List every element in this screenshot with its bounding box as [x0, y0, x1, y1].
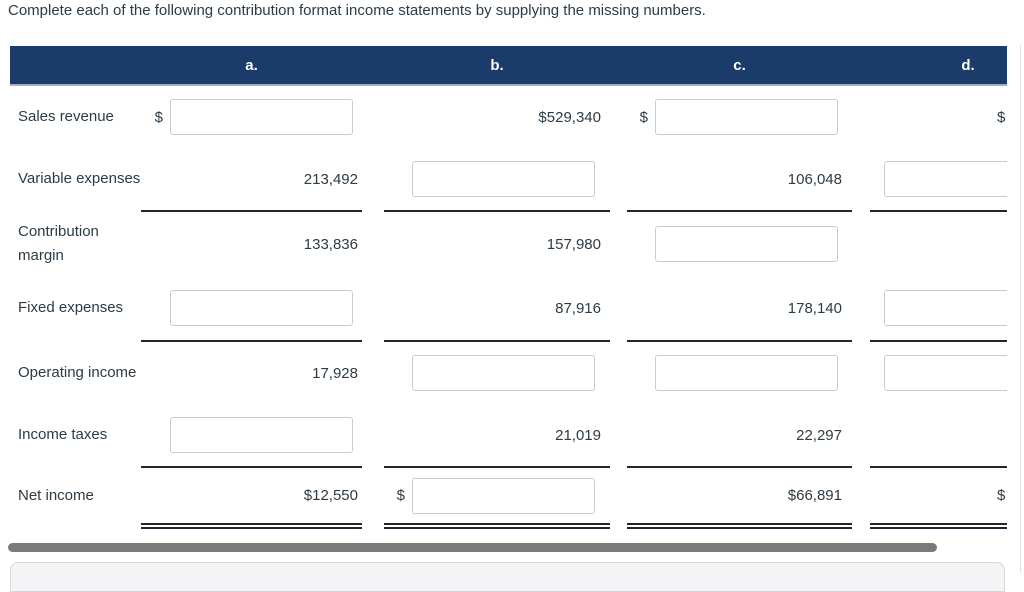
row-label-fixed-expenses: Fixed expenses: [18, 299, 124, 316]
subtotal-rule: [10, 210, 1007, 212]
cell-sales-revenue-a: $: [141, 86, 362, 148]
input-contribution-margin-c[interactable]: [655, 226, 838, 262]
cell-income-taxes-a: [141, 404, 362, 466]
column-header-c: c.: [733, 56, 746, 74]
input-operating-income-d[interactable]: [884, 355, 1007, 391]
dollar-sign: $: [639, 108, 648, 126]
row-label-variable-expenses: Variable expenses: [18, 170, 141, 187]
subtotal-rule: [10, 340, 1007, 342]
dollar-sign: $: [396, 487, 405, 504]
table-row: Variable expenses 213,492 106,048: [10, 148, 1007, 210]
input-variable-expenses-d[interactable]: [884, 161, 1007, 197]
table-row: Net income $12,550 $ $66,891 $: [10, 468, 1007, 523]
cell-fixed-expenses-a: [141, 276, 362, 340]
cell-variable-expenses-d: [870, 148, 1007, 210]
cell-operating-income-b: [384, 342, 610, 404]
cell-income-taxes-d: [870, 404, 1007, 466]
input-sales-revenue-c[interactable]: [655, 99, 838, 135]
income-statement-table: a. b. c. d. Sales revenue $ $529,340 $ $: [10, 46, 1007, 529]
value-variable-expenses-c: 106,048: [787, 170, 842, 188]
table-row: Operating income 17,928: [10, 342, 1007, 404]
table-row: Contribution margin 133,836 157,980: [10, 212, 1007, 276]
instruction-text: Complete each of the following contribut…: [8, 2, 706, 19]
row-label-contribution-margin: Contribution margin: [18, 223, 99, 264]
dollar-sign: $: [154, 108, 163, 126]
value-income-taxes-c: 22,297: [796, 426, 842, 444]
vertical-divider: [1020, 45, 1021, 573]
row-label-sales-revenue: Sales revenue: [18, 108, 114, 125]
row-label-income-taxes: Income taxes: [18, 426, 108, 443]
cell-contribution-margin-c: [627, 212, 852, 276]
cell-contribution-margin-d: [870, 212, 1007, 276]
value-fixed-expenses-c: 178,140: [787, 299, 842, 317]
value-contribution-margin-b: 157,980: [546, 235, 601, 253]
row-label-operating-income: Operating income: [18, 364, 137, 381]
cell-sales-revenue-d: $: [870, 86, 1007, 148]
total-double-rule: [10, 523, 1007, 529]
input-operating-income-c[interactable]: [655, 355, 838, 391]
horizontal-scrollbar-thumb[interactable]: [8, 543, 937, 552]
cell-net-income-b: $: [384, 468, 610, 523]
dollar-sign: $: [997, 487, 1006, 504]
dollar-sign: $: [997, 108, 1006, 126]
value-sales-revenue-b: $529,340: [538, 108, 601, 126]
value-income-taxes-b: 21,019: [555, 426, 601, 444]
input-income-taxes-a[interactable]: [170, 417, 353, 453]
column-header-a: a.: [245, 56, 258, 74]
value-net-income-c: $66,891: [787, 487, 842, 504]
table-header-row: a. b. c. d.: [10, 46, 1007, 86]
input-fixed-expenses-a[interactable]: [170, 290, 353, 326]
cell-sales-revenue-c: $: [627, 86, 852, 148]
column-header-d: d.: [961, 56, 975, 74]
header-spacer: [10, 46, 141, 84]
input-variable-expenses-b[interactable]: [412, 161, 595, 197]
value-operating-income-a: 17,928: [312, 364, 358, 382]
row-label-net-income: Net income: [18, 486, 94, 504]
input-operating-income-b[interactable]: [412, 355, 595, 391]
income-statement-scroll-area: a. b. c. d. Sales revenue $ $529,340 $ $: [10, 46, 1007, 530]
cell-operating-income-c: [627, 342, 852, 404]
cell-net-income-d: $: [870, 468, 1007, 523]
table-row: Income taxes 21,019 22,297: [10, 404, 1007, 466]
input-net-income-b[interactable]: [412, 477, 595, 514]
value-fixed-expenses-b: 87,916: [555, 299, 601, 317]
table-row: Sales revenue $ $529,340 $ $: [10, 86, 1007, 148]
input-sales-revenue-a[interactable]: [170, 99, 353, 135]
value-contribution-margin-a: 133,836: [303, 235, 358, 253]
cell-operating-income-d: [870, 342, 1007, 404]
value-variable-expenses-a: 213,492: [303, 170, 358, 188]
next-section-panel: [10, 562, 1005, 592]
cell-variable-expenses-b: [384, 148, 610, 210]
cell-fixed-expenses-d: [870, 276, 1007, 340]
input-fixed-expenses-d[interactable]: [884, 290, 1007, 326]
value-net-income-a: $12,550: [303, 487, 358, 504]
subtotal-rule: [10, 466, 1007, 468]
table-row: Fixed expenses 87,916 178,140: [10, 276, 1007, 340]
column-header-b: b.: [490, 56, 504, 74]
